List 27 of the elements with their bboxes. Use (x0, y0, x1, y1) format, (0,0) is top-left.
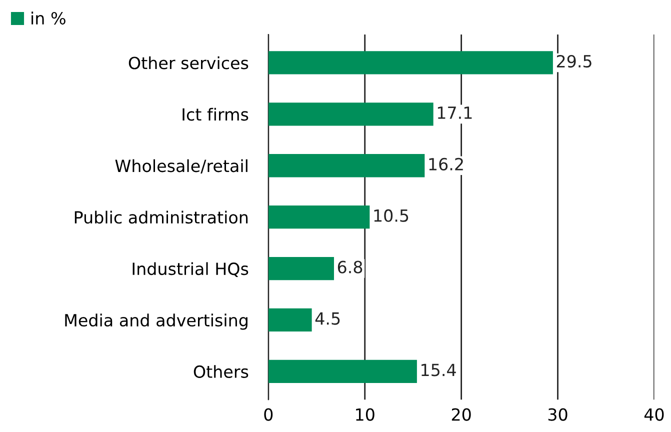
data-label: 6.8 (338, 260, 362, 274)
x-tick-label: 0 (264, 408, 273, 421)
data-label: 15.4 (422, 364, 456, 376)
bar (268, 360, 417, 384)
data-label: 10.5 (374, 209, 408, 222)
legend-label: in % (32, 12, 66, 25)
bar (268, 256, 334, 280)
data-label: 4.5 (315, 312, 340, 325)
data-label: 29.5 (556, 54, 592, 68)
bar (268, 102, 434, 126)
x-tick-label: 30 (548, 408, 568, 421)
bar (268, 206, 370, 229)
y-tick-label: Ict firms (182, 108, 248, 121)
data-label: 17.1 (438, 106, 472, 119)
x-tick-label: 20 (452, 408, 471, 421)
y-tick-label: Industrial HQs (132, 262, 248, 278)
y-tick-label: Others (194, 365, 248, 378)
x-tick-label: 40 (644, 408, 664, 421)
y-tick-label: Public administration (74, 210, 248, 224)
y-tick-label: Other services (128, 56, 248, 70)
x-tick-label: 10 (356, 408, 374, 421)
bar (268, 308, 312, 332)
bar (268, 154, 425, 178)
y-tick-label: Wholesale/retail (115, 159, 248, 174)
data-label: 16.2 (429, 158, 463, 170)
y-tick-label: Media and advertising (65, 314, 248, 330)
bar (268, 51, 553, 74)
